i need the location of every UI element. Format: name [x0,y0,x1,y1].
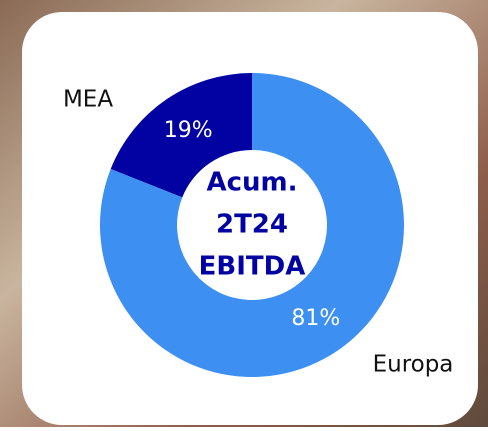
page: 19%MEA81%EuropaAcum.2T24EBITDA (() => { … [0,0,488,431]
chart: 19% MEA 81% Europa Acum. 2T24 EBITDA [0,0,488,427]
category-label: Europa [373,352,454,378]
center-text: EBITDA [199,252,306,282]
value-label: 19% [164,118,213,143]
center-text: Acum. [206,168,297,198]
center-text: 2T24 [216,210,288,240]
category-label: MEA [63,87,113,113]
value-label: 81% [291,306,340,331]
